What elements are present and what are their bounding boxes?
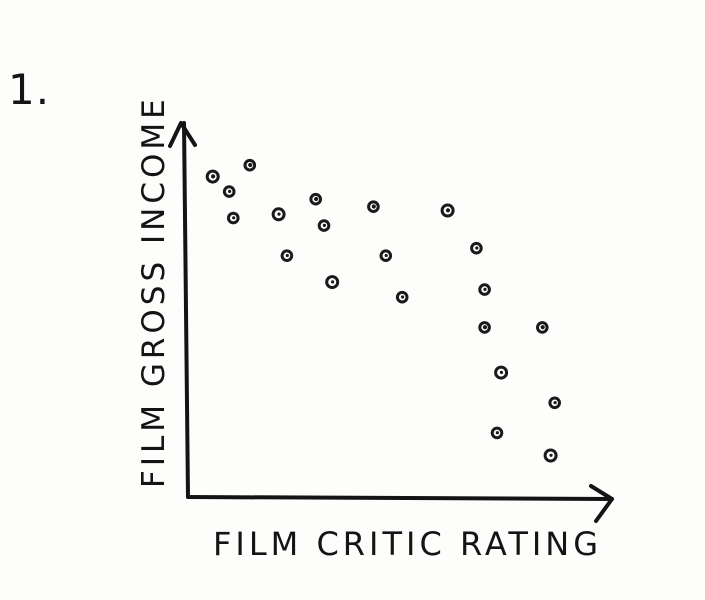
scatter-point-ring	[494, 365, 509, 380]
scatter-point-ring	[309, 192, 323, 206]
scatter-point	[222, 185, 236, 198]
scatter-point-ring	[548, 396, 562, 410]
scatter-point	[440, 203, 455, 218]
scatter-point-ring	[395, 290, 409, 304]
y-axis-line	[182, 121, 190, 499]
scatter-point-center	[553, 401, 557, 405]
scatter-point-center	[540, 325, 545, 330]
scatter-point	[379, 249, 393, 262]
scatter-point	[395, 290, 409, 304]
scatter-point	[309, 192, 323, 206]
scatter-point	[536, 321, 549, 334]
x-axis-arrowhead	[589, 484, 614, 523]
scatter-point-center	[475, 246, 479, 250]
scatter-point	[317, 219, 331, 232]
scatter-point-ring	[205, 169, 220, 184]
scatter-point-ring	[367, 200, 380, 213]
scatter-point-ring	[222, 185, 236, 198]
scatter-point	[490, 426, 504, 440]
scatter-point-center	[331, 280, 335, 284]
scatter-point-ring	[317, 219, 331, 232]
scatter-point-center	[371, 204, 376, 209]
scatter-point-center	[228, 189, 232, 193]
scatter-point-ring	[325, 275, 340, 290]
scatter-point-ring	[379, 249, 393, 262]
scatter-point	[367, 200, 380, 213]
scatter-point-center	[232, 216, 236, 220]
scatter-point-center	[499, 370, 504, 374]
scatter-point-center	[322, 223, 326, 227]
scatter-point-center	[384, 253, 388, 258]
figure-number: 1.	[8, 65, 50, 114]
scatter-point-center	[445, 208, 451, 213]
scatter-point	[280, 249, 294, 262]
scatter-point-center	[483, 287, 487, 291]
scatter-point	[271, 207, 286, 222]
scatter-point-ring	[490, 426, 504, 440]
scatter-point-ring	[440, 203, 455, 218]
chart-axes	[168, 121, 614, 523]
y-axis-label: FILM GROSS INCOME	[136, 95, 172, 488]
scatter-point-ring	[470, 241, 483, 255]
x-axis-label: FILM CRITIC RATING	[213, 525, 602, 563]
scatter-point-ring	[536, 321, 549, 334]
scatter-point-center	[401, 295, 405, 299]
scatter-point	[470, 241, 483, 255]
scatter-point	[205, 169, 220, 184]
scatter-point-ring	[478, 321, 491, 334]
y-axis-arrowhead	[168, 121, 197, 148]
scatter-point-ring	[271, 207, 286, 222]
scatter-point-ring	[478, 283, 491, 296]
scatter-point	[325, 275, 340, 290]
scatter-point	[478, 321, 491, 334]
scatter-point-center	[495, 431, 499, 435]
scatter-point	[243, 158, 257, 172]
scatter-point-center	[285, 253, 289, 258]
scatter-point	[494, 365, 509, 380]
scatter-point	[478, 283, 491, 296]
scatter-point-center	[482, 325, 488, 330]
scatter-point-center	[549, 453, 553, 457]
scatter-point	[227, 211, 240, 225]
scatter-point-ring	[543, 448, 558, 463]
scatter-point-center	[248, 162, 253, 168]
scatter-point-center	[314, 196, 319, 202]
x-axis-line	[186, 495, 614, 501]
scatter-point-center	[211, 174, 216, 179]
scatter-points	[205, 158, 562, 463]
scatter-point-ring	[280, 249, 294, 262]
scatter-point	[548, 396, 562, 410]
scatter-point-ring	[243, 158, 257, 172]
scatter-point-ring	[227, 211, 240, 225]
scatter-point	[543, 448, 558, 463]
scatter-point-center	[277, 212, 281, 216]
